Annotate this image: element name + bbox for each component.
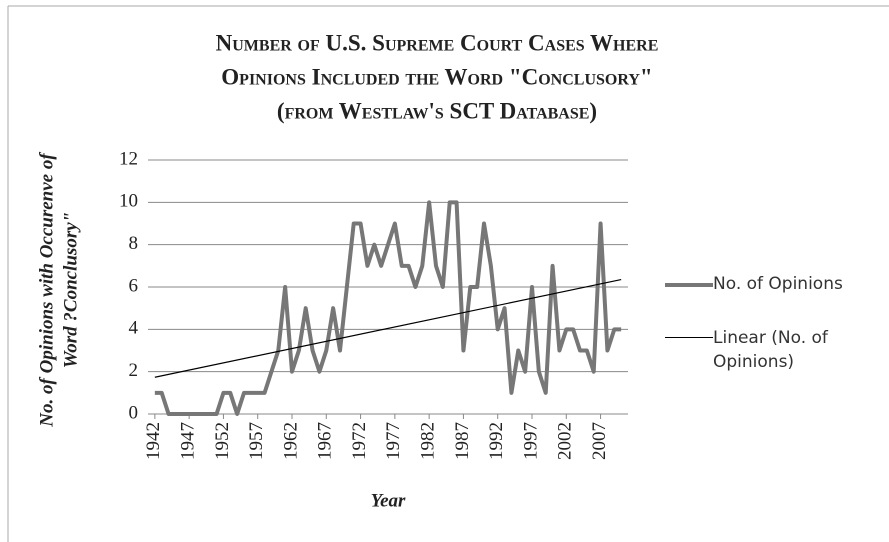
x-tick-label: 1957: [246, 422, 267, 460]
x-tick-label: 1972: [349, 422, 370, 460]
x-tick-label: 1952: [212, 422, 233, 460]
legend-label: Linear (No. of Opinions): [713, 328, 828, 372]
y-tick-label: 4: [129, 318, 139, 339]
x-tick-label: 1977: [383, 422, 404, 460]
legend-swatch: [665, 283, 713, 287]
x-tick-label: 1967: [315, 422, 336, 460]
legend-item: Linear (No. of Opinions): [665, 326, 875, 374]
x-tick-label: 2002: [555, 422, 576, 460]
x-tick-label: 1982: [418, 422, 439, 460]
legend-label: No. of Opinions: [713, 274, 843, 294]
y-tick-label: 6: [129, 275, 139, 296]
series-line: [154, 200, 622, 416]
y-axis-label: No. of Opinions with Occurenve of: [36, 152, 57, 428]
x-tick-label: 1997: [520, 422, 541, 460]
chart-title: Opinions Included the Word "Conclusory": [221, 64, 652, 89]
y-tick-label: 10: [119, 191, 138, 212]
x-tick-label: 1942: [143, 422, 164, 460]
x-tick-label: 1987: [452, 422, 473, 460]
legend-item: No. of Opinions: [665, 272, 875, 296]
x-tick-label: 1992: [486, 422, 507, 460]
legend-swatch: [665, 337, 713, 338]
x-tick-label: 1947: [178, 422, 199, 460]
y-tick-label: 8: [129, 233, 139, 254]
chart-title: Number of U.S. Supreme Court Cases Where: [216, 30, 659, 55]
legend: No. of Opinions Linear (No. of Opinions): [665, 272, 875, 404]
y-tick-label: 0: [129, 402, 139, 423]
y-tick-label: 12: [119, 148, 138, 169]
x-tick-label: 1962: [280, 422, 301, 460]
x-tick-label: 2007: [589, 422, 610, 460]
x-axis-label: Year: [371, 490, 406, 511]
chart-title: (from Westlaw's SCT Database): [277, 98, 597, 123]
y-tick-label: 2: [129, 360, 139, 381]
trend-line: [154, 278, 622, 378]
y-axis-label: Word ?Conclusory": [60, 212, 81, 368]
